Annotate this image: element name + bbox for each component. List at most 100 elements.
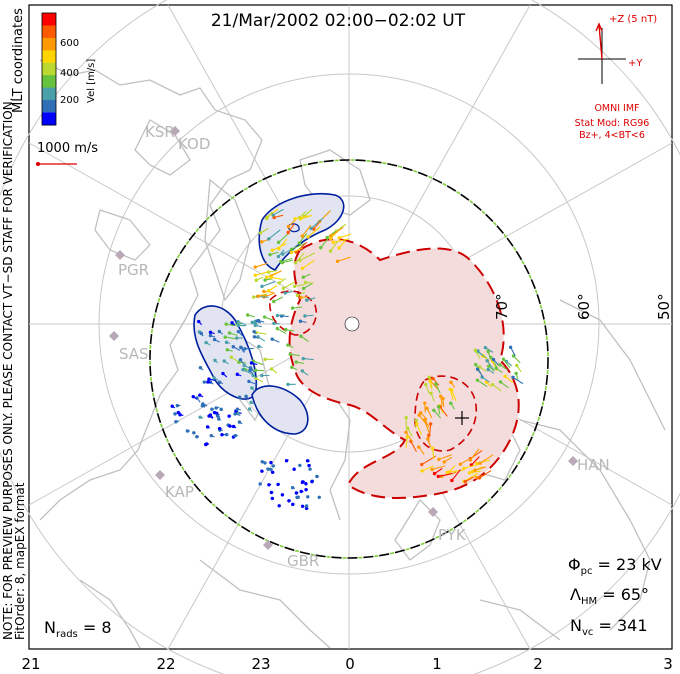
velocity-vector-dot	[246, 313, 250, 317]
velocity-vector-line	[516, 365, 522, 373]
velocity-vector-line	[305, 281, 314, 284]
velocity-vector-line	[208, 415, 214, 419]
velocity-vector-line	[237, 373, 242, 377]
velocity-vector-line	[424, 419, 430, 428]
station-marker	[115, 250, 125, 260]
velocity-vector-line	[418, 446, 425, 455]
colorbar-swatch	[42, 75, 56, 89]
velocity-vector-line	[268, 285, 278, 292]
velocity-vector-dot	[224, 322, 228, 326]
velocity-vector-line	[432, 378, 440, 386]
velocity-vector-line	[250, 401, 256, 405]
velocity-vector-line	[304, 314, 314, 317]
velocity-vector-line	[512, 376, 524, 385]
velocity-vector-line	[261, 470, 264, 473]
velocity-vector-line	[450, 382, 456, 388]
coordinate-system-label: MLT coordinates	[11, 8, 26, 113]
velocity-vector-line	[216, 412, 220, 416]
velocity-vector-line	[245, 395, 249, 400]
velocity-vector-dot	[467, 471, 472, 475]
velocity-vector-line	[264, 316, 274, 321]
velocity-vector-line	[200, 416, 204, 419]
colorbar-tick-600: 600	[60, 38, 79, 49]
velocity-vector-line	[438, 454, 452, 460]
coast-segment	[94, 209, 151, 261]
station-marker	[263, 540, 273, 550]
velocity-vector-line	[438, 472, 453, 477]
velocity-vector-dot	[225, 348, 230, 352]
velocity-vector-line	[443, 456, 453, 463]
velocity-vector-line	[471, 456, 480, 466]
station-marker	[155, 470, 165, 480]
velocity-vector-line	[210, 414, 214, 419]
velocity-vector-line	[252, 374, 257, 379]
velocity-vector-line	[282, 259, 293, 264]
velocity-vector-line	[248, 380, 258, 386]
velocity-vector-line	[257, 336, 266, 342]
velocity-vector-line	[288, 499, 292, 502]
velocity-vector-line	[277, 249, 285, 257]
velocity-vector-dot	[295, 495, 299, 500]
velocity-vector-line	[207, 426, 211, 429]
coast-segment	[39, 59, 263, 521]
velocity-vector-dot	[284, 327, 288, 332]
velocity-vector-line	[260, 227, 269, 234]
colorbar-swatch	[42, 62, 56, 76]
velocity-vector-line	[488, 365, 495, 372]
velocity-vector-dot	[291, 502, 295, 507]
velocity-vector-dot	[304, 482, 308, 486]
velocity-vector-line	[273, 296, 284, 303]
velocity-vector-line	[286, 459, 289, 462]
coast-segment	[329, 389, 351, 521]
velocity-vector-line	[425, 384, 430, 394]
station-label-ksr: KSR	[145, 123, 175, 141]
velocity-vector-line	[307, 226, 321, 238]
preview-note: NOTE: FOR PREVIEW PURPOSES ONLY. PLEASE …	[1, 98, 15, 641]
velocity-vector-line	[294, 284, 305, 287]
mlt-axis: 21 22 23 0 1 2 3	[21, 655, 672, 673]
velocity-vector-line	[477, 350, 484, 357]
velocity-vector-line	[256, 276, 264, 281]
velocity-vector-dot	[269, 490, 274, 495]
velocity-vector-line	[285, 329, 295, 332]
velocity-vector-line	[310, 217, 324, 229]
velocity-vector-line	[299, 252, 315, 261]
velocity-vector-line	[510, 347, 516, 357]
velocity-vector-line	[434, 467, 443, 475]
velocity-vector-line	[405, 431, 413, 443]
velocity-vector-line	[251, 387, 256, 392]
velocity-vector-dot	[280, 493, 285, 497]
velocity-vector-line	[292, 487, 296, 490]
velocity-vector-line	[261, 281, 276, 287]
velocity-vector-line	[432, 448, 435, 459]
velocity-vector-dot	[301, 356, 305, 361]
velocity-vector-line	[272, 243, 287, 251]
velocity-vector-line	[299, 210, 307, 218]
velocity-vector-line	[198, 321, 203, 326]
velocity-vector-line	[306, 504, 309, 507]
colorbar-tick-200: 200	[60, 95, 79, 106]
velocity-vector-line	[460, 459, 469, 465]
velocity-vector-line	[242, 369, 252, 375]
velocity-vector-line	[226, 434, 229, 437]
velocity-vector-line	[300, 335, 309, 342]
velocity-vector-line	[211, 435, 215, 438]
velocity-vector-line	[226, 323, 236, 327]
velocity-vector-dot	[280, 260, 285, 265]
velocity-vector-line	[330, 240, 339, 252]
positive-cell-3	[251, 385, 309, 435]
coastlines	[39, 59, 666, 649]
velocity-vector-line	[277, 328, 287, 335]
velocity-vector-line	[429, 381, 432, 390]
velocity-vector-line	[449, 389, 454, 400]
velocity-vector-dot	[300, 504, 305, 509]
velocity-vector-line	[254, 323, 258, 327]
velocity-vector-line	[418, 414, 428, 426]
velocity-vector-dot	[277, 504, 281, 508]
colorbar-frame	[41, 12, 57, 126]
velocity-vector-dot	[298, 319, 303, 323]
velocity-vector-line	[210, 331, 215, 335]
station-label-pgr: PGR	[118, 261, 149, 279]
station-labels: KSR KOD PGR SAS KAP GBR PYK HAN	[118, 123, 610, 570]
